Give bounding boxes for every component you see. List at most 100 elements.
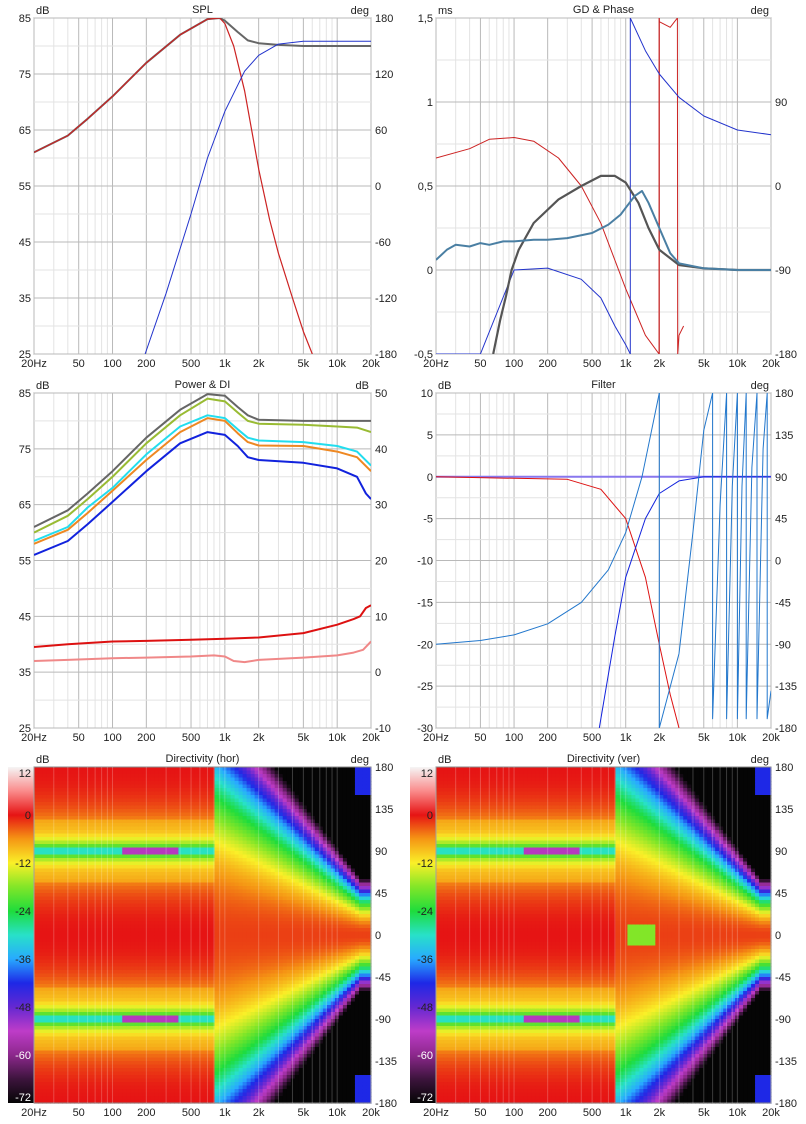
heatmap-cell xyxy=(186,998,192,1003)
heatmap-cell xyxy=(90,963,95,968)
heatmap-cell xyxy=(134,1061,139,1066)
heatmap-cell xyxy=(86,1015,91,1020)
heatmap-cell xyxy=(166,872,171,877)
heatmap-cell xyxy=(154,791,159,796)
heatmap-cell xyxy=(58,1071,63,1076)
heatmap-cell xyxy=(214,1085,220,1090)
right-unit-label: dB xyxy=(356,380,369,392)
heatmap-cell xyxy=(154,826,159,831)
heatmap-cell xyxy=(74,770,79,775)
heatmap-cell xyxy=(194,921,200,926)
heatmap-cell xyxy=(134,966,139,971)
heatmap-cell xyxy=(190,1082,196,1087)
heatmap-cell xyxy=(46,1085,51,1090)
heatmap-cell xyxy=(174,1075,180,1080)
heatmap-cell xyxy=(182,945,188,950)
heatmap-cell xyxy=(170,970,176,975)
heatmap-cell xyxy=(38,1099,43,1104)
heatmap-cell xyxy=(102,931,107,936)
heatmap-cell xyxy=(158,802,163,807)
heatmap-cell xyxy=(154,1050,159,1055)
heatmap-cell xyxy=(66,903,71,908)
heatmap-cell xyxy=(46,788,51,793)
heatmap-cell xyxy=(130,872,135,877)
heatmap-cell xyxy=(202,1099,208,1104)
heatmap-cell xyxy=(130,788,135,793)
heatmap-cell xyxy=(226,833,232,838)
heatmap-cell xyxy=(106,994,111,999)
heatmap-cell xyxy=(178,938,184,943)
heatmap-cell xyxy=(110,910,115,915)
heatmap-cell xyxy=(146,921,151,926)
heatmap-cell xyxy=(134,774,139,779)
heatmap-cell xyxy=(218,998,224,1003)
heatmap-cell xyxy=(46,1019,51,1024)
left-unit-label: dB xyxy=(36,380,49,392)
heatmap-cell xyxy=(206,900,212,905)
heatmap-cell xyxy=(134,1085,139,1090)
heatmap-cell xyxy=(186,819,192,824)
heatmap-cell xyxy=(70,991,75,996)
heatmap-cell xyxy=(150,1078,155,1083)
heatmap-cell xyxy=(38,819,43,824)
heatmap-cell xyxy=(54,802,59,807)
heatmap-cell xyxy=(170,847,176,852)
heatmap-cell xyxy=(74,984,79,989)
heatmap-cell xyxy=(166,928,171,933)
heatmap-cell xyxy=(198,889,204,894)
heatmap-cell xyxy=(146,931,151,936)
heatmap-cell xyxy=(66,816,71,821)
heatmap-cell xyxy=(166,921,171,926)
heatmap-cell xyxy=(202,805,208,810)
heatmap-cell xyxy=(126,812,131,817)
heatmap-cell xyxy=(214,851,220,856)
heatmap-cell xyxy=(106,791,111,796)
heatmap-cell xyxy=(74,1082,79,1087)
heatmap-cell xyxy=(70,1075,75,1080)
heatmap-cell xyxy=(54,1043,59,1048)
heatmap-cell xyxy=(78,907,83,912)
heatmap-cell xyxy=(138,819,143,824)
heatmap-cell xyxy=(186,791,192,796)
heatmap-cell xyxy=(138,987,143,992)
heatmap-cell xyxy=(178,977,184,982)
heatmap-cell xyxy=(146,959,151,964)
heatmap-cell xyxy=(66,1043,71,1048)
heatmap-cell xyxy=(86,882,91,887)
heatmap-cell xyxy=(146,879,151,884)
heatmap-cell xyxy=(150,1008,155,1013)
y-tick-label-right: -90 xyxy=(775,639,791,651)
heatmap-cell xyxy=(166,1092,171,1097)
heatmap-cell xyxy=(142,1099,147,1104)
heatmap-cell xyxy=(38,1078,43,1083)
heatmap-cell xyxy=(70,858,75,863)
heatmap-cell xyxy=(218,893,224,898)
heatmap-cell xyxy=(170,1075,176,1080)
heatmap-cell xyxy=(122,959,127,964)
heatmap-cell xyxy=(134,928,139,933)
heatmap-cell xyxy=(218,840,224,845)
heatmap-cell xyxy=(194,1096,200,1101)
heatmap-cell xyxy=(58,781,63,786)
heatmap-cell xyxy=(190,847,196,852)
heatmap-cell xyxy=(98,991,103,996)
heatmap-cell xyxy=(86,781,91,786)
heatmap-cell xyxy=(214,966,220,971)
heatmap-cell xyxy=(190,917,196,922)
heatmap-cell xyxy=(222,935,228,940)
heatmap-cell xyxy=(214,1015,220,1020)
heatmap-cell xyxy=(90,998,95,1003)
heatmap-cell xyxy=(170,1029,176,1034)
heatmap-cell xyxy=(78,1096,83,1101)
heatmap-cell xyxy=(174,935,180,940)
heatmap-cell xyxy=(122,809,127,814)
heatmap-cell xyxy=(126,1050,131,1055)
heatmap-cell xyxy=(146,1040,151,1045)
heatmap-cell xyxy=(58,924,63,929)
heatmap-cell xyxy=(54,777,59,782)
heatmap-cell xyxy=(82,889,87,894)
heatmap-cell xyxy=(174,970,180,975)
heatmap-cell xyxy=(46,994,51,999)
heatmap-cell xyxy=(114,1008,119,1013)
heatmap-cell xyxy=(86,1029,91,1034)
